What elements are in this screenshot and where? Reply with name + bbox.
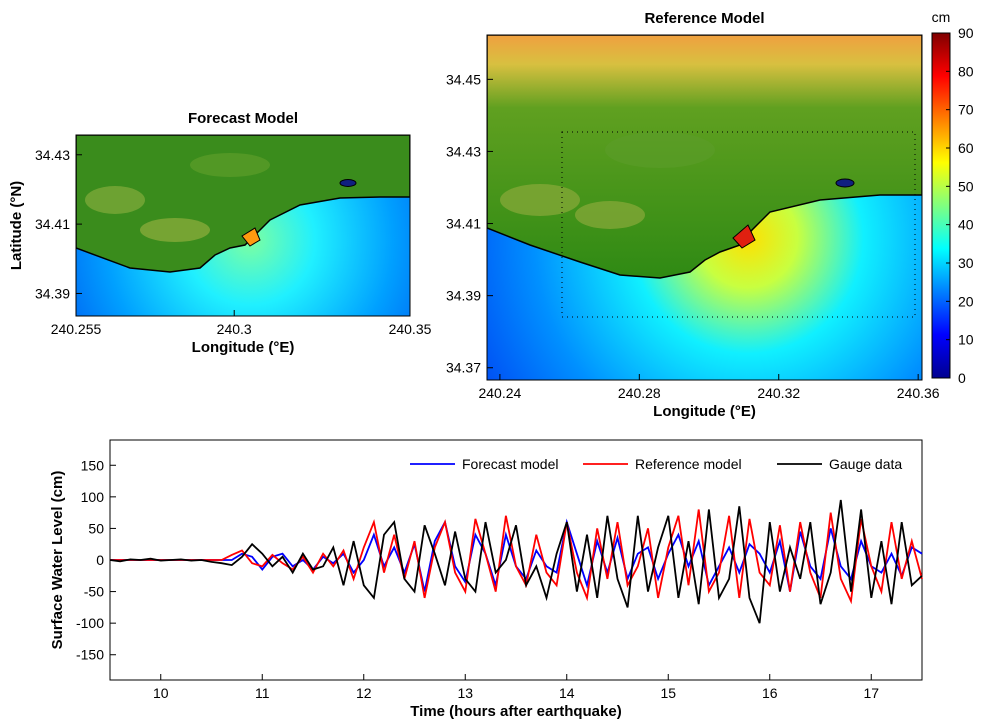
colorbar-tick-label: 90 xyxy=(958,25,974,41)
legend-label: Forecast model xyxy=(462,456,558,472)
legend-label: Reference model xyxy=(635,456,742,472)
series-line xyxy=(110,518,923,592)
y-tick-label: 50 xyxy=(88,520,104,536)
colorbar xyxy=(931,32,951,379)
y-tick-label: 34.41 xyxy=(35,216,70,232)
series-line xyxy=(110,509,923,605)
forecast-domain xyxy=(561,131,916,318)
y-tick-label: -150 xyxy=(76,647,104,663)
x-tick-label: 240.255 xyxy=(51,321,102,337)
x-tick-label: 240.35 xyxy=(389,321,432,337)
colorbar-tick-label: 60 xyxy=(958,140,974,156)
x-tick-label: 12 xyxy=(356,685,372,701)
y-tick-label: -50 xyxy=(84,584,104,600)
y-tick-label: 34.37 xyxy=(446,360,481,376)
x-axis-label: Longitude (°E) xyxy=(653,403,756,420)
y-tick-label: 34.43 xyxy=(35,147,70,163)
y-tick-label: -100 xyxy=(76,615,104,631)
x-tick-label: 11 xyxy=(255,685,270,701)
y-tick-label: 34.39 xyxy=(446,288,481,304)
x-tick-label: 13 xyxy=(457,685,473,701)
y-axis-label: Latitude (°N) xyxy=(8,181,25,270)
colorbar-tick-label: 10 xyxy=(958,332,974,348)
y-tick-label: 150 xyxy=(81,457,105,473)
colorbar-tick-label: 40 xyxy=(958,217,974,233)
axes-frame xyxy=(75,134,411,317)
chart-title: Reference Model xyxy=(644,10,764,27)
colorbar-tick-label: 20 xyxy=(958,293,974,309)
colorbar-label: cm xyxy=(932,9,951,25)
forecast-map-image xyxy=(76,135,410,316)
x-tick-label: 240.36 xyxy=(897,385,940,401)
x-tick-label: 14 xyxy=(559,685,575,701)
x-axis-label: Time (hours after earthquake) xyxy=(410,703,621,719)
y-axis-label: Surface Water Level (cm) xyxy=(49,471,66,650)
y-tick-label: 34.39 xyxy=(35,285,70,301)
y-tick-label: 100 xyxy=(81,489,105,505)
colorbar-tick-label: 0 xyxy=(958,370,966,386)
colorbar-tick-label: 50 xyxy=(958,178,974,194)
series-line xyxy=(109,499,923,624)
x-tick-label: 16 xyxy=(762,685,778,701)
y-tick-label: 34.41 xyxy=(446,216,481,232)
chart-title: Forecast Model xyxy=(188,110,298,127)
x-tick-label: 240.28 xyxy=(618,385,661,401)
x-tick-label: 240.3 xyxy=(217,321,252,337)
x-tick-label: 17 xyxy=(863,685,879,701)
colorbar-tick-label: 70 xyxy=(958,102,974,118)
y-tick-label: 34.45 xyxy=(446,71,481,87)
y-tick-label: 0 xyxy=(96,552,104,568)
y-tick-label: 34.43 xyxy=(446,143,481,159)
x-tick-label: 10 xyxy=(153,685,169,701)
x-axis-label: Longitude (°E) xyxy=(192,339,295,356)
x-tick-label: 240.24 xyxy=(478,385,521,401)
colorbar-tick-label: 80 xyxy=(958,63,974,79)
reference-map-image xyxy=(487,35,922,380)
colorbar-tick-label: 30 xyxy=(958,255,974,271)
x-tick-label: 15 xyxy=(660,685,676,701)
axes-frame xyxy=(486,34,923,381)
x-tick-label: 240.32 xyxy=(757,385,800,401)
legend-label: Gauge data xyxy=(829,456,902,472)
